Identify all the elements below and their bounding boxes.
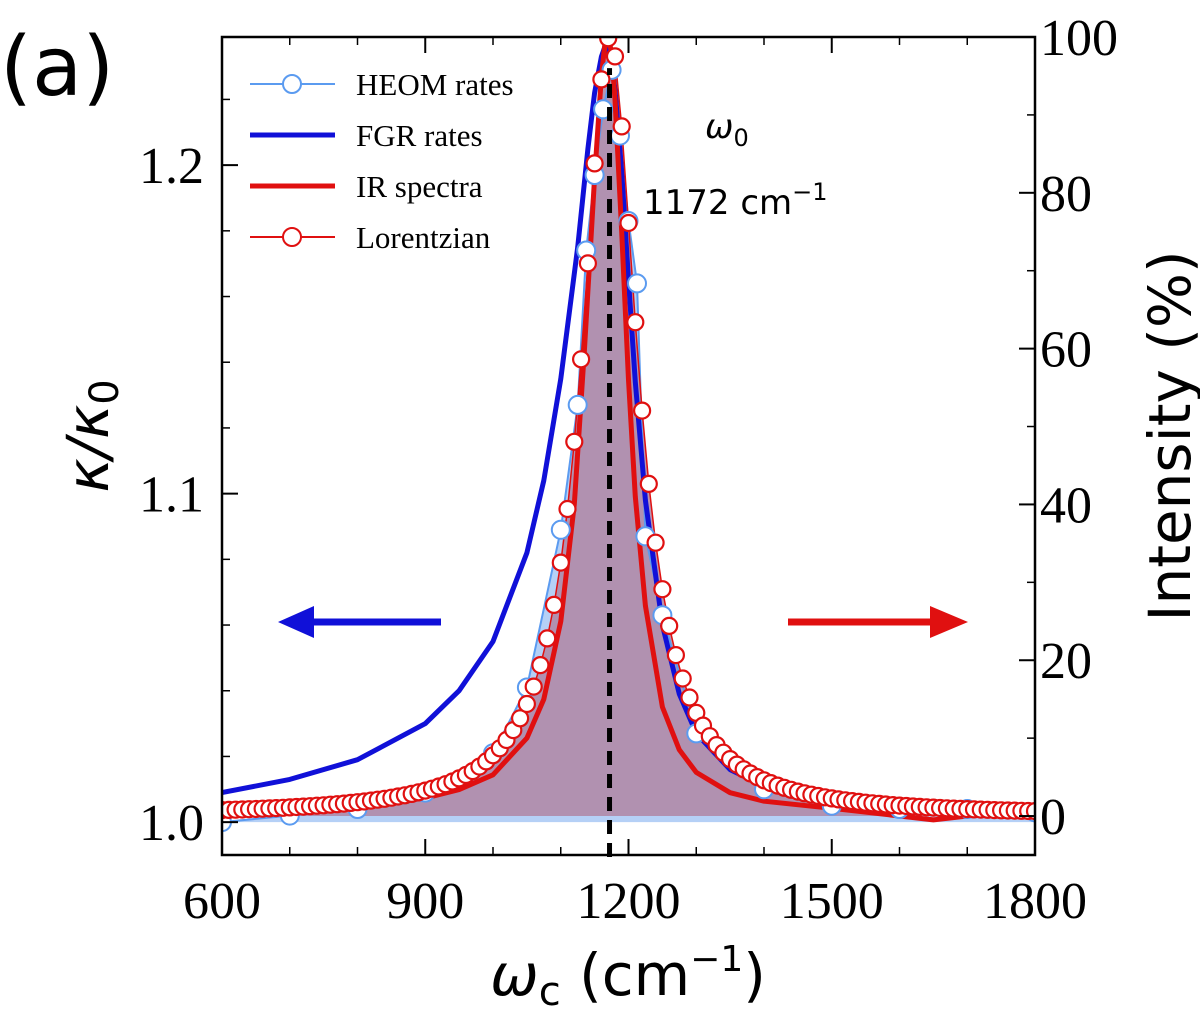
lorentzian-marker (639, 474, 658, 493)
left-axis-arrow (278, 606, 441, 638)
lorentzian-marker (619, 213, 638, 233)
right-axis-arrow (788, 606, 968, 638)
lorentzian-marker (571, 350, 591, 369)
lorentzian-marker (612, 117, 631, 136)
lorentzian-marker (544, 595, 564, 615)
lorentzian-marker (517, 694, 537, 714)
heom-rates-marker (627, 273, 647, 294)
x-tick-label: 900 (386, 873, 464, 930)
ir-spectra-area (222, 38, 1035, 817)
legend-label: FGR rates (356, 118, 483, 153)
omega0-symbol: ω0 (705, 107, 749, 152)
panel-label: (a) (0, 20, 114, 115)
y-right-tick-label: 20 (1040, 633, 1092, 690)
x-axis-label: ωc (cm−1) (490, 939, 766, 1015)
y-right-axis-label: Intensity (%) (1136, 250, 1200, 621)
series-markers (222, 37, 1035, 833)
lorentzian-marker (605, 47, 625, 66)
y-right-tick-label: 100 (1040, 10, 1118, 67)
lorentzian-marker (673, 669, 692, 688)
y-left-tick-label: 1.0 (139, 795, 204, 852)
y-right-tick-label: 80 (1040, 166, 1092, 223)
y-left-tick-label: 1.1 (139, 467, 204, 524)
lorentzian-marker (680, 688, 699, 707)
lorentzian-marker (558, 499, 577, 519)
lorentzian-marker (531, 655, 550, 675)
lorentzian-marker (646, 533, 665, 552)
y-right-tick-label: 40 (1040, 477, 1092, 534)
legend-entry: FGR rates (250, 118, 483, 153)
heom-rates-marker (550, 519, 571, 540)
legend-entry: IR spectra (250, 169, 483, 204)
legend-label: HEOM rates (356, 67, 514, 102)
legend-entry: HEOM rates (250, 67, 514, 102)
lorentzian-marker (592, 70, 611, 89)
lorentzian-marker (585, 154, 604, 173)
x-tick-label: 1500 (780, 873, 884, 930)
lorentzian-marker (660, 616, 679, 636)
lorentzian-marker (538, 629, 557, 648)
lorentzian-marker (524, 677, 543, 696)
lorentzian-marker (510, 709, 530, 728)
y-left-axis-label: κ/κ0 (54, 379, 128, 492)
x-tick-label: 1800 (983, 873, 1087, 930)
axis-tick-labels: 600 900 1200 1500 1800 1.0 1.1 1.2 0 20 40 60 80 100 (139, 10, 1118, 930)
y-left-tick-label: 1.2 (139, 138, 204, 195)
x-tick-label: 600 (183, 873, 261, 930)
lorentzian-marker (653, 580, 672, 599)
lorentzian-marker (632, 401, 652, 420)
lorentzian-marker (666, 645, 686, 665)
x-tick-label: 1200 (577, 873, 681, 930)
legend-label: IR spectra (356, 169, 483, 204)
y-right-tick-label: 0 (1040, 789, 1066, 846)
axis-ticks (221, 36, 1036, 855)
omega0-value-label: 1172 cm−1 (643, 178, 828, 223)
heom-rates-marker (567, 394, 588, 415)
lorentzian-marker (565, 432, 584, 451)
legend-label: Lorentzian (356, 220, 491, 255)
area-fills (222, 38, 1035, 823)
legend-entry: Lorentzian (250, 220, 491, 255)
legend-swatch-marker (282, 227, 302, 247)
legend: HEOM rates FGR rates IR spectra Lorentzian (250, 67, 514, 255)
lorentzian-marker (578, 254, 598, 273)
lorentzian-marker (626, 313, 645, 332)
lorentzian-marker (551, 553, 570, 572)
y-right-tick-label: 60 (1040, 322, 1092, 379)
legend-swatch-marker (282, 74, 302, 94)
